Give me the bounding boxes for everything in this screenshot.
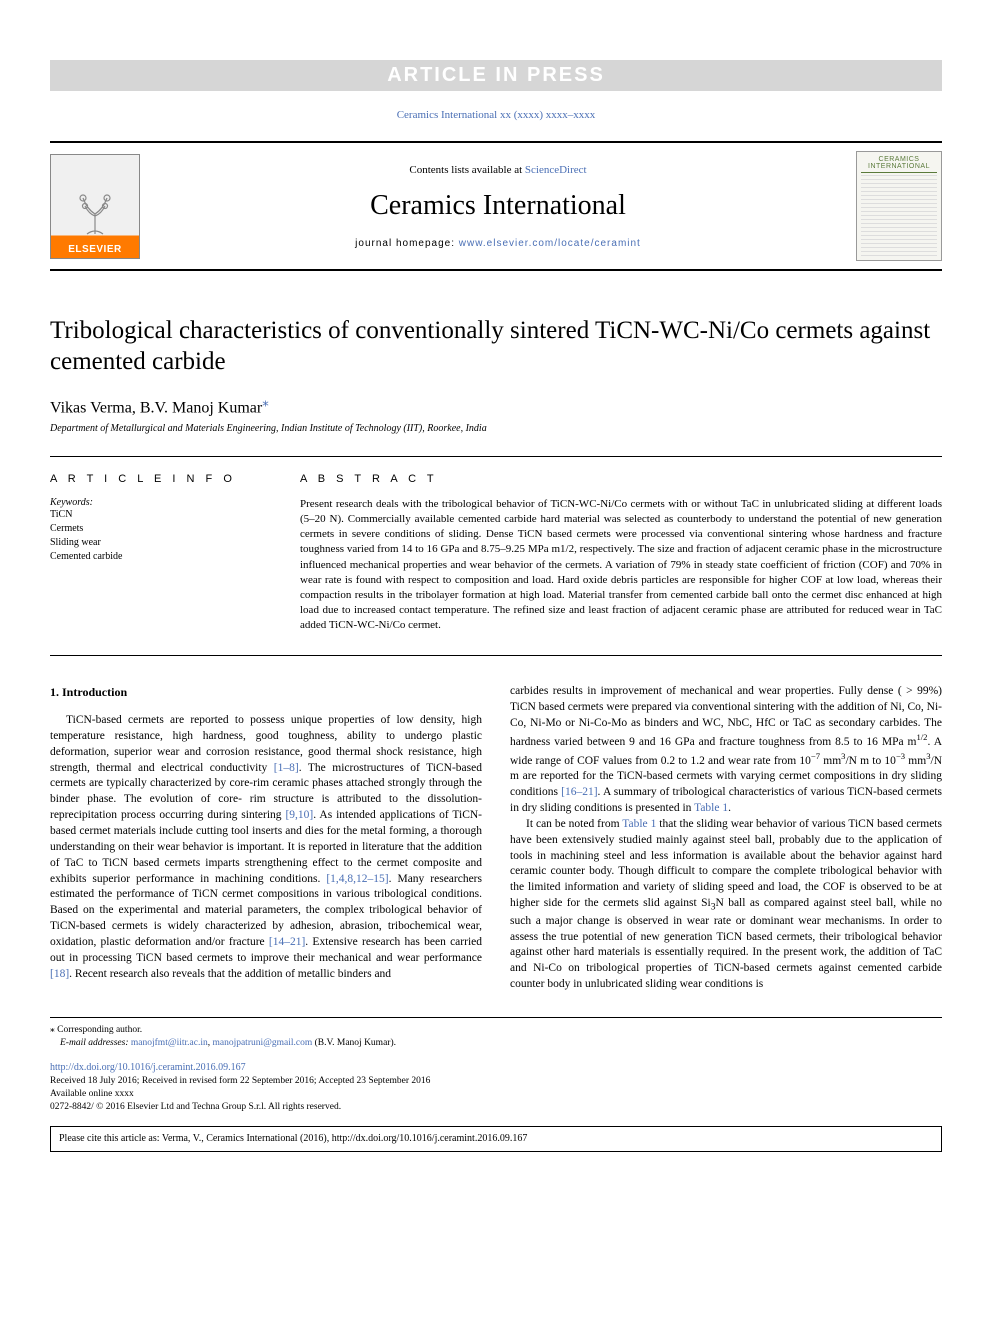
elsevier-wordmark: ELSEVIER [68,244,121,255]
abstract-heading: A B S T R A C T [300,473,942,485]
affiliation: Department of Metallurgical and Material… [50,423,942,434]
article-info-column: A R T I C L E I N F O Keywords: TiCN Cer… [50,473,270,634]
email-line: E-mail addresses: manojfmt@iitr.ac.in, m… [50,1037,942,1050]
section-heading-introduction: 1. Introduction [50,684,482,701]
body-paragraph: It can be noted from Table 1 that the sl… [510,817,942,993]
superscript: −7 [811,751,820,761]
body-text-run: . [728,802,731,814]
body-paragraph: carbides results in improvement of mecha… [510,684,942,817]
cover-title: CERAMICS INTERNATIONAL [861,156,937,173]
journal-homepage-line: journal homepage: www.elsevier.com/locat… [140,238,856,249]
corresponding-author-note: ⁎ Corresponding author. [50,1024,942,1037]
citation-link[interactable]: [1–8] [274,762,299,774]
article-info-heading: A R T I C L E I N F O [50,473,270,485]
body-text-run: mm [820,754,841,766]
body-text-run: N ball as compared against steel ball, w… [510,897,942,990]
citation-link[interactable]: [16–21] [561,786,597,798]
email-suffix: (B.V. Manoj Kumar). [312,1038,396,1048]
keyword-item: Cemented carbide [50,550,270,564]
citation-link[interactable]: [18] [50,968,69,980]
homepage-prefix: journal homepage: [355,238,459,249]
email-link[interactable]: manojfmt@iitr.ac.in [131,1038,208,1048]
page-footer: ⁎ Corresponding author. E-mail addresses… [50,1017,942,1152]
body-text-run: /N m to 10 [845,754,895,766]
doi-link[interactable]: http://dx.doi.org/10.1016/j.ceramint.201… [50,1061,942,1075]
superscript: 1/2 [916,732,927,742]
body-column-left: 1. Introduction TiCN-based cermets are r… [50,684,482,993]
abstract-column: A B S T R A C T Present research deals w… [300,473,942,634]
article-title: Tribological characteristics of conventi… [50,315,942,378]
citation-link[interactable]: [14–21] [269,936,305,948]
journal-cover-thumbnail[interactable]: CERAMICS INTERNATIONAL [856,151,942,261]
journal-homepage-link[interactable]: www.elsevier.com/locate/ceramint [459,238,641,249]
article-in-press-banner: ARTICLE IN PRESS [50,60,942,91]
sciencedirect-link[interactable]: ScienceDirect [525,164,587,176]
keyword-item: Cermets [50,522,270,536]
journal-reference-line: Ceramics International xx (xxxx) xxxx–xx… [50,109,942,121]
citation-link[interactable]: [9,10] [285,809,313,821]
issn-copyright: 0272-8842/ © 2016 Elsevier Ltd and Techn… [50,1101,942,1114]
body-text-run: It can be noted from [526,818,622,830]
available-online: Available online xxxx [50,1088,942,1101]
corresponding-author-mark[interactable]: ⁎ [262,394,269,409]
body-text-run: carbides results in improvement of mecha… [510,685,942,747]
abstract-text: Present research deals with the tribolog… [300,497,942,634]
email-link[interactable]: manojpatruni@gmail.com [212,1038,312,1048]
journal-header: ELSEVIER Contents lists available at Sci… [50,141,942,271]
body-column-right: carbides results in improvement of mecha… [510,684,942,993]
table-ref-link[interactable]: Table 1 [694,802,728,814]
keyword-item: TiCN [50,508,270,522]
keywords-label: Keywords: [50,497,270,508]
authors-line: Vikas Verma, B.V. Manoj Kumar⁎ [50,394,942,417]
superscript: −3 [896,751,905,761]
author-names: Vikas Verma, B.V. Manoj Kumar [50,399,262,416]
keyword-item: Sliding wear [50,536,270,550]
body-text-run: that the sliding wear behavior of variou… [510,818,942,909]
contents-prefix: Contents lists available at [409,164,524,176]
citation-link[interactable]: [1,4,8,12–15] [326,873,388,885]
table-ref-link[interactable]: Table 1 [622,818,656,830]
body-paragraph: TiCN-based cermets are reported to posse… [50,713,482,983]
body-text: 1. Introduction TiCN-based cermets are r… [50,684,942,993]
received-dates: Received 18 July 2016; Received in revis… [50,1075,942,1088]
please-cite-box: Please cite this article as: Verma, V., … [50,1126,942,1152]
body-text-run: . Recent research also reveals that the … [69,968,391,980]
journal-name: Ceramics International [140,190,856,222]
keywords-list: TiCN Cermets Sliding wear Cemented carbi… [50,508,270,564]
elsevier-tree-icon [65,184,125,244]
elsevier-logo[interactable]: ELSEVIER [50,154,140,259]
body-text-run: mm [905,754,926,766]
email-label: E-mail addresses: [60,1038,131,1048]
cover-body-graphic [861,175,937,256]
contents-available-line: Contents lists available at ScienceDirec… [140,164,856,176]
